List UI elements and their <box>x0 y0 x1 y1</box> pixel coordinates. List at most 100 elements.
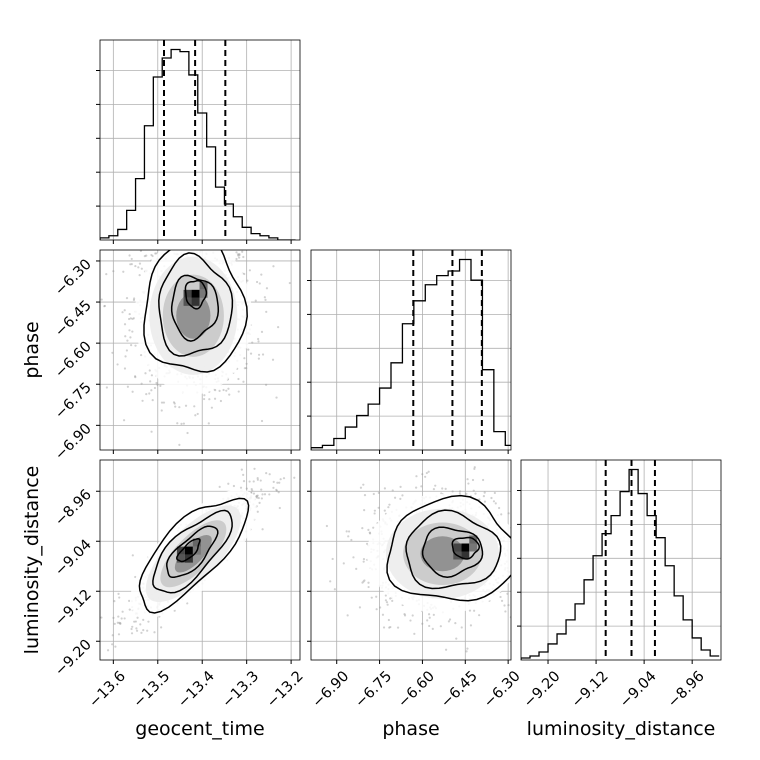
scatter-point <box>111 351 114 354</box>
contour-line <box>421 526 484 578</box>
scatter-point <box>383 487 387 490</box>
scatter-point <box>243 357 246 360</box>
panel-content <box>100 460 300 660</box>
scatter-point <box>210 406 213 409</box>
scatter-point <box>117 633 121 636</box>
scatter-point <box>377 506 380 509</box>
scatter-point <box>176 422 179 425</box>
scatter-point <box>178 406 181 409</box>
scatter-point <box>368 531 371 534</box>
scatter-point <box>352 556 355 559</box>
scatter-point <box>129 336 132 339</box>
scatter-point <box>252 492 256 495</box>
density-cell <box>199 289 208 298</box>
scatter-point <box>144 372 147 375</box>
scatter-point <box>248 480 251 483</box>
scatter-point <box>251 341 254 344</box>
scatter-point <box>370 596 373 599</box>
scatter-point <box>411 614 414 617</box>
scatter-point <box>355 567 358 570</box>
scatter-point <box>399 485 402 488</box>
scatter-point <box>245 362 248 365</box>
scatter-point <box>153 386 157 390</box>
scatter-point <box>219 399 223 403</box>
scatter-point <box>347 535 350 538</box>
scatter-point <box>346 614 349 617</box>
scatter-point <box>253 467 256 470</box>
scatter-point <box>358 606 362 609</box>
scatter-point <box>116 621 119 624</box>
scatter-point <box>500 599 504 602</box>
scatter-point <box>387 618 390 622</box>
scatter-point <box>383 509 386 512</box>
scatter-point <box>455 637 458 640</box>
scatter-point <box>131 317 134 320</box>
scatter-point <box>451 490 454 493</box>
scatter-point <box>474 492 477 495</box>
scatter-point <box>389 597 392 600</box>
scatter-point <box>153 631 156 634</box>
scatter-point <box>473 467 476 470</box>
scatter-point <box>365 542 369 545</box>
scatter-point <box>415 475 418 478</box>
scatter-point <box>127 599 131 602</box>
x-tick-label: −13.4 <box>175 668 218 711</box>
scatter-point <box>391 489 394 492</box>
scatter-point <box>468 609 472 612</box>
histogram-step-luminosity_distance <box>521 468 720 660</box>
scatter-point <box>122 419 126 422</box>
scatter-point <box>142 628 145 632</box>
scatter-point <box>203 397 206 401</box>
scatter-point <box>141 399 144 402</box>
x-tick-label: −8.96 <box>665 668 708 711</box>
scatter-point <box>362 483 365 486</box>
contour-line <box>166 525 219 579</box>
scatter-point <box>387 506 390 509</box>
scatter-point <box>237 254 240 257</box>
y-tick-label: −9.20 <box>52 637 95 680</box>
scatter-point <box>393 496 397 499</box>
scatter-point <box>373 512 376 515</box>
scatter-point <box>255 494 258 498</box>
scatter-point <box>111 634 114 637</box>
scatter-point <box>139 623 142 626</box>
scatter-point <box>147 620 150 623</box>
scatter-point <box>150 253 153 257</box>
scatter-point <box>105 386 108 389</box>
scatter-point <box>473 466 476 469</box>
scatter-point <box>258 501 261 504</box>
scatter-point <box>372 492 375 496</box>
scatter-point <box>186 431 189 435</box>
scatter-point <box>222 388 225 392</box>
scatter-point <box>275 489 278 492</box>
x-tick-label: −9.20 <box>521 668 564 711</box>
scatter-point <box>186 602 189 605</box>
scatter-point <box>218 485 221 488</box>
scatter-point <box>500 513 503 516</box>
scatter-point <box>172 401 176 404</box>
scatter-point <box>347 530 351 533</box>
contour-line <box>152 509 233 594</box>
scatter-point <box>150 389 153 392</box>
scatter-point <box>272 480 275 483</box>
scatter-point <box>278 506 281 510</box>
scatter-point <box>105 273 108 276</box>
x-axis-title: phase <box>382 718 439 740</box>
panel-content <box>100 250 300 450</box>
scatter-point <box>288 281 291 285</box>
scatter-point <box>130 632 134 635</box>
scatter-point <box>134 375 137 378</box>
scatter-point <box>214 389 217 392</box>
scatter-point <box>193 405 196 408</box>
scatter-point <box>263 493 267 496</box>
panel-background <box>100 40 300 240</box>
scatter-point <box>139 250 143 252</box>
scatter-point <box>122 270 125 273</box>
scatter-point <box>173 402 176 405</box>
scatter-point <box>228 393 231 396</box>
density-cell <box>183 289 192 298</box>
scatter-point <box>367 585 370 589</box>
scatter-point <box>467 482 470 485</box>
scatter-point <box>119 621 122 625</box>
scatter-point <box>254 299 257 302</box>
